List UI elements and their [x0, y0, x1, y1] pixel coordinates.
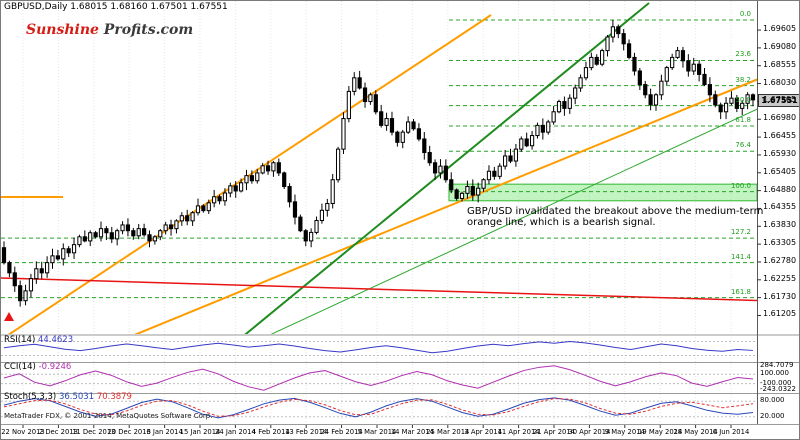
time-axis-label: 2 Dec 2013	[38, 428, 78, 436]
price-axis-label: 1.65405	[763, 166, 797, 176]
time-axis-label: 28 May 2014	[673, 428, 718, 436]
time-axis-label: 13 Feb 2014	[285, 428, 328, 436]
fib-level-label: 161.8	[730, 287, 751, 296]
indicator-axis-label: 284.7079	[760, 360, 794, 369]
logo-sunshine: Sunshine	[26, 22, 99, 38]
time-axis-label: 4 Feb 2014	[251, 428, 290, 436]
time-axis-label: 15 Jan 2014	[179, 428, 221, 436]
price-axis-label: 1.63305	[763, 238, 797, 248]
time-axis-label: 24 Feb 2014	[320, 428, 363, 436]
time-axis-label: 6 Jan 2014	[146, 428, 183, 436]
indicator-label-stoch: Stoch(5,3,3) 36.5031 70.3879	[4, 392, 132, 402]
sunshine-profits-logo: Sunshine Profits.com	[26, 22, 194, 38]
price-axis-label: 1.69605	[763, 24, 797, 34]
time-axis-label: 14 Mar 2014	[390, 428, 434, 436]
time-axis-label: 30 Apr 2014	[568, 428, 611, 436]
logo-profits: Profits.com	[98, 22, 194, 38]
current-price-tag: 1.67551	[758, 93, 799, 107]
long-term-orange-line[interactable]	[71, 59, 800, 361]
time-axis-label: 11 Dec 2013	[72, 428, 116, 436]
price-axis-label: 1.68030	[763, 77, 797, 87]
price-axis-label: 1.63830	[763, 220, 797, 230]
fib-level-label: 23.6	[735, 50, 751, 59]
indicator-cci	[1, 365, 757, 391]
price-axis-label: 1.62780	[763, 255, 797, 265]
green-support-line[interactable]	[151, 86, 800, 390]
price-axis-label: 1.61730	[763, 291, 797, 301]
price-axis-label: 1.67505	[763, 95, 797, 105]
price-axis-label: 1.64355	[763, 202, 797, 212]
price-axis-label: 1.65930	[763, 148, 797, 158]
fib-level-label: 61.8	[735, 116, 751, 125]
fib-level-label: 0.0	[739, 10, 751, 19]
candlesticks	[1, 20, 756, 307]
chart-title: GBPUSD,Daily 1.68015 1.68160 1.67501 1.6…	[4, 2, 228, 12]
fib-level-label: 127.2	[730, 228, 751, 237]
indicator-label-rsi: RSI(14) 44.4623	[4, 335, 74, 345]
time-axis-label: 25 Mar 2014	[426, 428, 470, 436]
chart-annotation: GBP/USD invalidated the breakout above t…	[467, 206, 764, 228]
time-axis-label: 11 Apr 2014	[497, 428, 540, 436]
price-axis-label: 1.61205	[763, 309, 797, 319]
fibonacci-levels	[1, 19, 757, 299]
time-axis-label: 5 Mar 2014	[357, 428, 397, 436]
time-axis-label: 3 Apr 2014	[464, 428, 503, 436]
indicator-rsi	[1, 340, 757, 356]
indicator-axis-label: 20.000	[760, 411, 785, 420]
indicator-axis-label: -243.0322	[760, 385, 796, 394]
price-axis-label: 1.62255	[763, 273, 797, 283]
panel-separators	[1, 1, 799, 428]
indicator-axis-label: 100.000	[760, 369, 789, 378]
time-axis-label: 19 May 2014	[638, 428, 683, 436]
trend-lines	[1, 2, 800, 390]
rising-green-line[interactable]	[213, 2, 650, 361]
price-axis-label: 1.69080	[763, 41, 797, 51]
fib-level-label: 100.0	[730, 181, 751, 190]
fib-level-label: 38.2	[735, 75, 751, 84]
red-arrow-marker[interactable]	[4, 312, 14, 321]
indicator-label-cci: CCI(14) -0.9246	[4, 362, 72, 372]
fib-level-label: 50.0	[735, 95, 751, 104]
time-axis-label: 9 May 2014	[604, 428, 645, 436]
price-axis-label: 1.68555	[763, 59, 797, 69]
platform-credit: MetaTrader FDX, © 2001-2014, MetaQuotes …	[4, 412, 213, 420]
fib-level-label: 76.4	[735, 141, 751, 150]
fib-level-label: 141.4	[730, 252, 751, 261]
price-axis-label: 1.66455	[763, 131, 797, 141]
price-axis-label: 1.64880	[763, 184, 797, 194]
time-axis-label: 22 Nov 2013	[1, 428, 45, 436]
indicator-stoch	[1, 397, 757, 419]
indicator-axis-label: 80.000	[760, 396, 785, 405]
price-axis-label: 1.66980	[763, 113, 797, 123]
time-axis-label: 20 Dec 2013	[107, 428, 151, 436]
time-axis-label: 21 Apr 2014	[532, 428, 576, 436]
declining-red-line[interactable]	[1, 277, 800, 302]
indicator-axis-label: -100.000	[760, 378, 792, 387]
time-axis-label: 6 Jun 2014	[712, 428, 750, 436]
time-axis-label: 24 Jan 2014	[215, 428, 256, 436]
